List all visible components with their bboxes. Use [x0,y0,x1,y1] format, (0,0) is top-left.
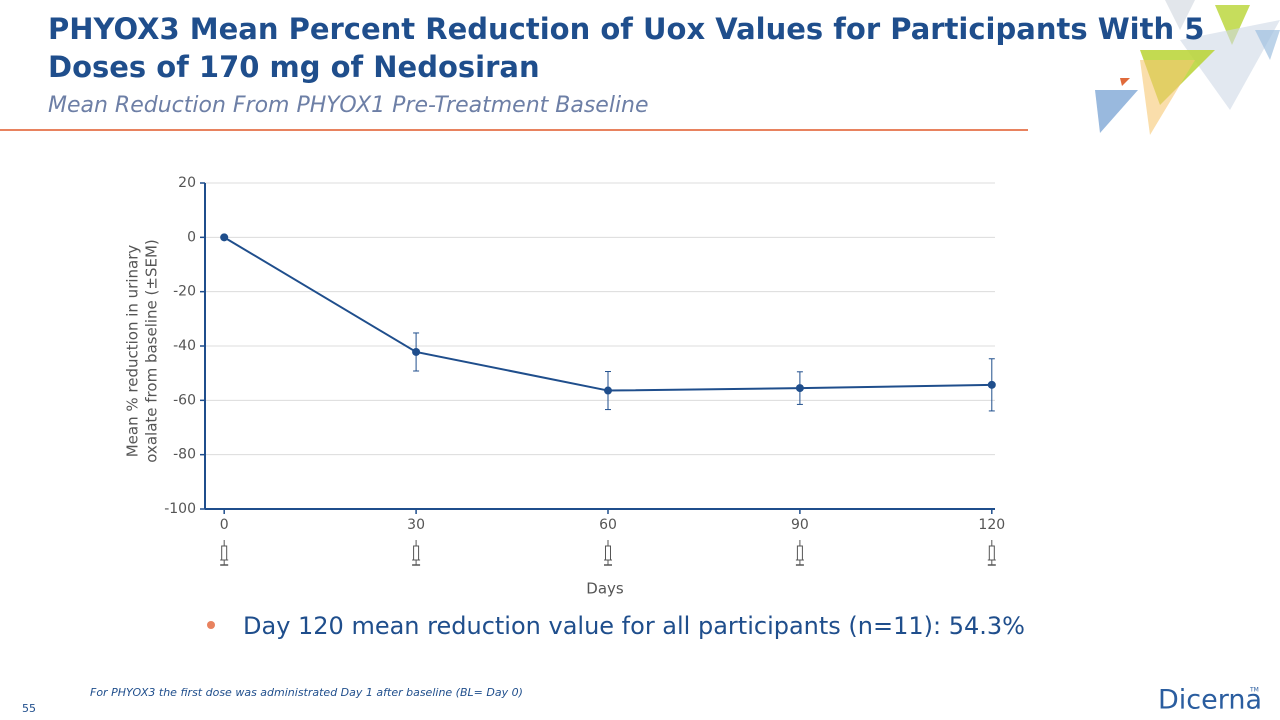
x-tick-label: 30 [407,517,425,533]
title: Doses of 170 mg of Nedosiran [48,50,540,84]
footnote: For PHYOX3 the first dose was administra… [90,686,523,699]
x-tick-label: 60 [599,517,617,533]
logo-mark: TM [1249,687,1259,694]
syringe-icon [795,540,804,566]
y-tick-label: -100 [164,501,196,517]
syringe-icon [220,540,229,566]
logo: Dicerna [1158,685,1262,716]
y-tick-label: -60 [173,392,196,408]
subtitle: Mean Reduction From PHYOX1 Pre-Treatment… [48,93,649,118]
syringe-icon [987,540,996,566]
data-point [795,384,804,393]
chart: -100 -80 -60 -40 -20 0 20 0 30 60 90 120 Days Mean % … [124,175,1006,598]
x-tick-label: 120 [978,517,1005,533]
syringe-part [796,545,803,561]
decoration [1095,0,1280,135]
syringe-part [988,545,995,561]
data-point [220,233,229,242]
y-tick-label: 20 [178,175,196,191]
y-axis-label: Mean % reduction in urinary [124,245,142,458]
data-line [223,236,992,392]
x-axis-label: Days [586,580,624,598]
bullet: Day 120 mean reduction value for all par… [243,612,1025,640]
x-tick-label: 0 [220,517,229,533]
syringe-part [413,545,420,561]
x-tick-label: 90 [791,517,809,533]
y-tick-label: -80 [173,447,196,463]
y-tick-label: -20 [173,284,196,300]
syringe-icon [603,540,612,566]
data-point [987,380,996,389]
y-axis-label: oxalate from baseline (±SEM) [143,239,161,463]
syringe-icon [412,540,421,566]
syringe-part [604,545,611,561]
syringe-part [221,545,228,561]
data-point [603,386,612,395]
title: PHYOX3 Mean Percent Reduction of Uox Val… [48,12,1204,46]
y-tick-label: 0 [187,229,196,245]
bullet-dot [207,621,215,629]
page-number: 55 [22,702,36,715]
data-point [412,347,421,356]
y-tick-label: -40 [173,338,196,354]
